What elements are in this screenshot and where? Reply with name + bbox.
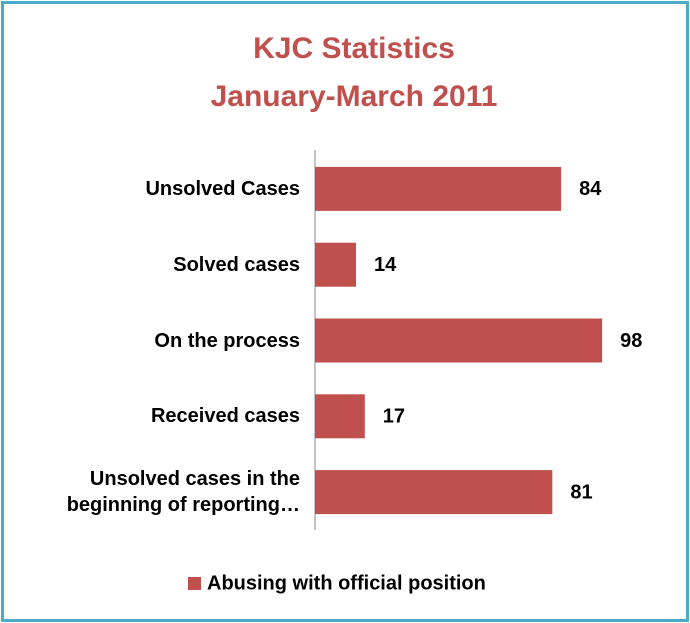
- bar: [315, 166, 562, 211]
- data-label: 84: [579, 178, 602, 200]
- y-tick-label: Received cases: [150, 405, 300, 428]
- y-tick-label: Solved cases: [173, 253, 300, 276]
- data-label: 14: [374, 254, 397, 276]
- y-tick-label: Unsolved Cases: [145, 177, 300, 200]
- legend-swatch: [188, 577, 201, 590]
- bar: [315, 242, 357, 287]
- bar: [315, 318, 603, 363]
- y-tick-label: On the process: [154, 329, 300, 352]
- bar: [315, 470, 553, 515]
- data-label: 81: [570, 481, 592, 503]
- y-tick-label: Unsolved cases in the beginning of repor…: [66, 468, 300, 517]
- data-label: 17: [383, 406, 405, 428]
- bar: [315, 394, 365, 439]
- data-label: 98: [620, 330, 642, 352]
- chart-title: KJC Statistics: [253, 32, 455, 65]
- legend-label: Abusing with official position: [207, 572, 486, 594]
- chart-subtitle: January-March 2011: [211, 80, 498, 113]
